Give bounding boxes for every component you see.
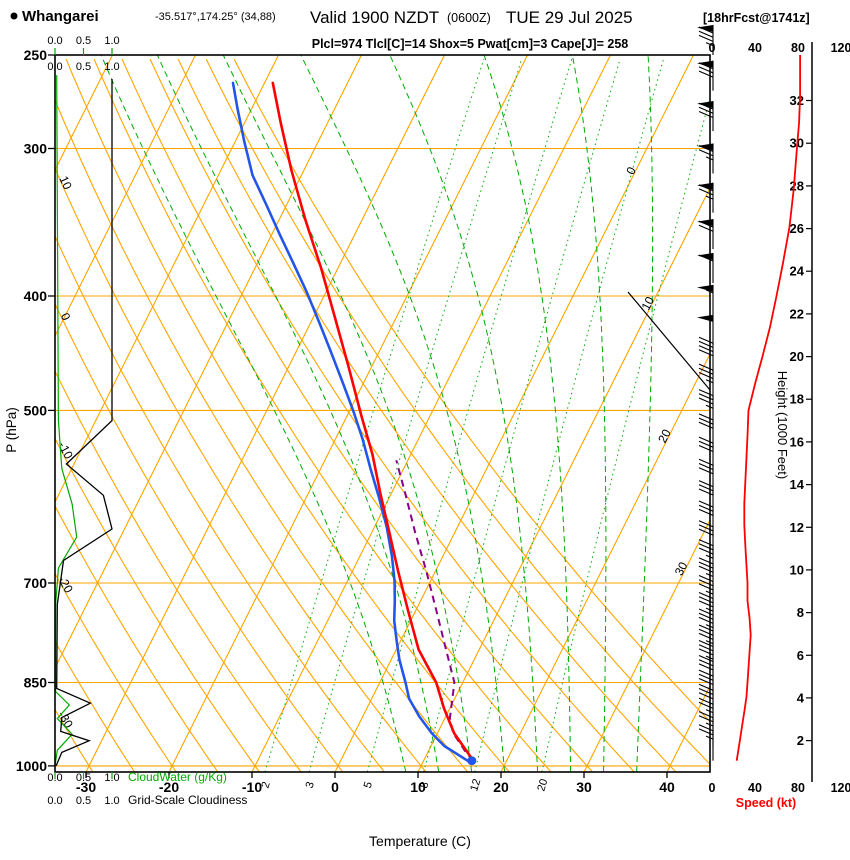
cloudiness-axis-title: Grid-Scale Cloudiness <box>128 793 247 807</box>
svg-text:28: 28 <box>790 178 804 193</box>
svg-text:1.0: 1.0 <box>104 35 119 47</box>
svg-text:18: 18 <box>790 392 804 407</box>
height-axis-title: Height (1000 Feet) <box>775 371 790 479</box>
svg-text:10: 10 <box>57 174 75 192</box>
svg-text:-20: -20 <box>159 779 179 795</box>
chart-generated-layers: 2 3 5 8 12 200102030100-10-20-302503004005007… <box>16 25 850 807</box>
svg-text:0.0: 0.0 <box>47 795 62 807</box>
svg-text:-10: -10 <box>242 779 262 795</box>
svg-text:10: 10 <box>639 294 658 313</box>
svg-text:700: 700 <box>24 575 48 591</box>
svg-text:24: 24 <box>790 264 805 279</box>
svg-text:400: 400 <box>24 288 48 304</box>
forecast-tag: [18hrFcst@1741z] <box>703 11 810 25</box>
svg-text:0.0: 0.0 <box>47 35 62 47</box>
svg-text:80: 80 <box>791 41 805 55</box>
svg-text:0: 0 <box>623 164 639 177</box>
axis-ticks <box>48 48 668 779</box>
svg-text:20: 20 <box>535 778 550 793</box>
cloudwater-axis-title: CloudWater (g/Kg) <box>128 770 227 784</box>
temperature-axis-title: Temperature (C) <box>369 833 471 849</box>
station-bullet-icon <box>10 12 18 20</box>
surface-dot <box>467 756 477 766</box>
valid-zulu: (0600Z) <box>447 11 491 25</box>
pressure-axis-title: P (hPa) <box>4 407 19 453</box>
svg-text:1.0: 1.0 <box>104 772 119 784</box>
wind-barbs <box>697 25 714 761</box>
svg-text:1.0: 1.0 <box>104 795 119 807</box>
svg-text:1.0: 1.0 <box>104 61 119 73</box>
svg-text:20: 20 <box>493 779 509 795</box>
svg-text:32: 32 <box>790 93 804 108</box>
valid-time: Valid 1900 NZDT <box>310 8 439 27</box>
svg-text:20: 20 <box>790 349 804 364</box>
svg-text:300: 300 <box>24 141 48 157</box>
speed-scale-labels: 0 0 40 40 80 80 120 120 <box>709 41 850 795</box>
svg-text:1000: 1000 <box>16 758 47 774</box>
svg-text:22: 22 <box>790 306 804 321</box>
params-line: Plcl=974 Tlcl[C]=14 Shox=5 Pwat[cm]=3 Ca… <box>312 37 629 51</box>
svg-text:120: 120 <box>831 781 850 795</box>
moist-adiabat-lines <box>100 55 654 772</box>
station-name: Whangarei <box>22 8 99 25</box>
speed-curve <box>735 55 801 761</box>
svg-text:0.5: 0.5 <box>76 61 91 73</box>
svg-text:80: 80 <box>791 781 805 795</box>
cloud-scale-tick-labels: 0.0 0.0 0.0 0.0 0.5 0.5 0.5 0.5 1.0 1.0 1.0 1.0 <box>47 35 119 807</box>
svg-text:14: 14 <box>790 477 805 492</box>
svg-text:26: 26 <box>790 221 804 236</box>
svg-text:8: 8 <box>418 780 431 789</box>
svg-text:120: 120 <box>831 41 850 55</box>
svg-text:3: 3 <box>304 780 317 789</box>
svg-text:0.5: 0.5 <box>76 795 91 807</box>
svg-text:500: 500 <box>24 402 48 418</box>
svg-text:2: 2 <box>259 780 272 789</box>
svg-text:0.0: 0.0 <box>47 61 62 73</box>
svg-text:-30: -30 <box>76 779 96 795</box>
svg-text:5: 5 <box>362 780 375 789</box>
svg-text:0.0: 0.0 <box>47 772 62 784</box>
svg-text:850: 850 <box>24 675 48 691</box>
isobar-lines <box>55 147 710 767</box>
aux-guide-line <box>627 291 711 391</box>
valid-date: TUE 29 Jul 2025 <box>506 8 633 27</box>
isotherm-lines <box>55 55 710 772</box>
svg-text:0: 0 <box>709 781 716 795</box>
svg-text:8: 8 <box>797 605 804 620</box>
mixing-ratio-labels: 2 3 5 8 12 20 <box>259 778 550 793</box>
svg-text:0: 0 <box>709 41 716 55</box>
pressure-tick-labels: 250 300 400 500 700 850 1000 <box>16 47 47 774</box>
svg-text:4: 4 <box>797 690 805 705</box>
cloudiness-curve <box>55 79 113 767</box>
svg-text:30: 30 <box>576 779 592 795</box>
temperature-tick-labels: -30 -20 -10 0 10 20 30 40 <box>76 779 675 795</box>
mixing-ratio-lines <box>264 58 710 772</box>
svg-text:250: 250 <box>24 47 48 63</box>
svg-text:0: 0 <box>331 779 339 795</box>
temperature-curve <box>271 81 475 762</box>
svg-text:10: 10 <box>790 562 804 577</box>
svg-text:30: 30 <box>672 559 691 578</box>
svg-text:16: 16 <box>790 434 804 449</box>
svg-text:20: 20 <box>655 427 674 446</box>
isotherm-labels: 0 10 20 30 <box>623 164 690 578</box>
svg-text:40: 40 <box>659 779 675 795</box>
svg-text:12: 12 <box>468 778 483 793</box>
dry-adiabat-lines <box>55 58 710 772</box>
svg-text:40: 40 <box>748 41 762 55</box>
svg-text:0.5: 0.5 <box>76 772 91 784</box>
station-coords: -35.517°,174.25° (34,88) <box>155 11 276 23</box>
svg-text:6: 6 <box>797 648 804 663</box>
dewpoint-curve <box>231 81 469 762</box>
speed-axis-title: Speed (kt) <box>736 796 796 810</box>
svg-text:0.5: 0.5 <box>76 35 91 47</box>
svg-text:2: 2 <box>797 733 804 748</box>
svg-text:12: 12 <box>790 520 804 535</box>
svg-text:40: 40 <box>748 781 762 795</box>
svg-text:0: 0 <box>58 311 74 323</box>
plot-frame <box>54 54 711 773</box>
svg-text:10: 10 <box>410 779 426 795</box>
